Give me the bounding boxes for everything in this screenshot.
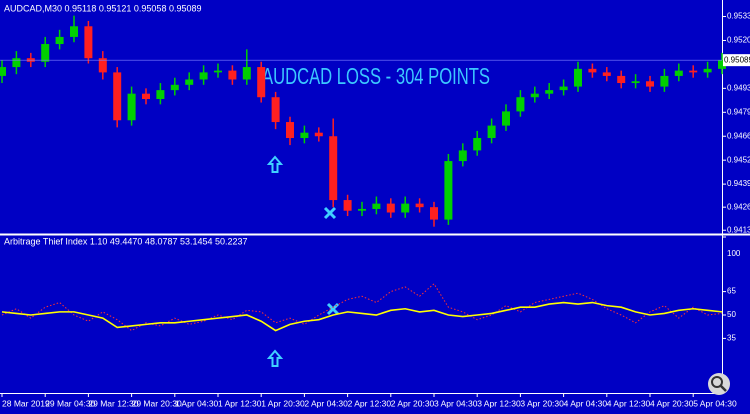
candle-body: [473, 138, 482, 151]
zoom-lens: [711, 376, 723, 388]
candle-body: [674, 70, 683, 76]
candle-body: [257, 67, 266, 98]
candle-body: [430, 207, 438, 220]
x-tick-label: 29 Mar 04:30: [45, 398, 95, 408]
candle-body: [372, 203, 381, 209]
current-price-box: [723, 54, 750, 67]
x-tick-label: 28 Mar 2019: [2, 398, 50, 408]
indicator-line: [1, 301, 723, 332]
candle-body: [530, 93, 539, 98]
annotation: AUDCAD LOSS - 304 POINTS: [262, 63, 490, 89]
candle-body: [12, 58, 21, 68]
x-tick-label: 3 Apr 12:30: [477, 398, 521, 408]
candle-body: [631, 81, 640, 84]
candle-body: [271, 97, 280, 123]
cross-marker: [323, 206, 337, 220]
y-tick-label: 0.94795: [727, 107, 750, 116]
candle-body: [458, 150, 467, 162]
x-tick-label: 4 Apr 20:30: [650, 398, 694, 408]
candle-body: [55, 36, 64, 45]
x-tick-label: 1 Apr 12:30: [218, 398, 262, 408]
zoom-icon: [708, 373, 730, 395]
candle-body: [358, 208, 366, 211]
candle-body: [559, 86, 568, 91]
candle-body: [487, 125, 496, 139]
candle-body: [228, 70, 237, 80]
candle-body: [156, 90, 165, 99]
indicator-line: [1, 283, 723, 332]
candle-body: [127, 93, 136, 121]
candle-body: [703, 68, 712, 73]
candle-body: [84, 26, 93, 59]
zoom-handle: [720, 385, 727, 392]
x-tick-label: 4 Apr 04:30: [564, 398, 608, 408]
arrow-up: [266, 349, 284, 367]
candle-body: [343, 200, 352, 211]
x-tick-label: 3 Apr 04:30: [434, 398, 478, 408]
y-tick-label: 0.94525: [727, 155, 750, 164]
candle-body: [588, 68, 597, 73]
candle-body: [602, 72, 611, 76]
x-tick-label: 2 Apr 04:30: [304, 398, 348, 408]
candle-body: [199, 72, 208, 80]
x-tick-label: 4 Apr 12:30: [607, 398, 651, 408]
x-tick-label: 1 Apr 04:30: [175, 398, 219, 408]
candle-body: [574, 68, 582, 87]
x-tick-label: 2 Apr 20:30: [391, 398, 435, 408]
candle-body: [214, 70, 222, 73]
candle-body: [185, 79, 194, 85]
candle-body: [170, 84, 179, 91]
candle-body: [329, 136, 338, 201]
candle-body: [689, 70, 698, 73]
candle-body: [617, 75, 626, 84]
candle-body: [142, 93, 150, 99]
candle-body: [286, 122, 294, 139]
x-tick-label: 1 Apr 20:30: [261, 398, 305, 408]
y-tick-label: 65: [727, 287, 736, 296]
candle-body: [415, 203, 424, 208]
x-tick-label: 5 Apr 04:30: [693, 398, 737, 408]
x-tick-label: 29 Mar 20:30: [132, 398, 182, 408]
candle-body: [41, 44, 50, 62]
candle-body: [98, 58, 107, 73]
indicator-title: Arbitrage Thief Index 1.10 49.4470 48.07…: [4, 236, 248, 246]
candle-body: [444, 161, 453, 220]
y-tick-label: 35: [727, 334, 736, 343]
y-tick-label: 0.95335: [727, 12, 750, 21]
candle-body: [502, 111, 510, 126]
candle-body: [0, 67, 6, 76]
candle-body: [113, 72, 122, 121]
current-price-label: 0.95089: [724, 55, 750, 64]
x-tick-label: 2 Apr 12:30: [348, 398, 392, 408]
y-tick-label: 50: [727, 310, 736, 319]
x-tick-label: 3 Apr 20:30: [520, 398, 564, 408]
zoom-bg: [708, 373, 730, 395]
y-tick-label: 100: [727, 249, 741, 258]
candle-body: [660, 75, 669, 87]
main-title: AUDCAD,M30 0.95118 0.95121 0.95058 0.950…: [4, 3, 201, 13]
candle-body: [545, 90, 554, 94]
candle-body: [300, 132, 309, 139]
candle-body: [314, 132, 323, 137]
candle-body: [718, 59, 726, 69]
candle-body: [70, 26, 78, 37]
candle-body: [516, 97, 525, 112]
candle-body: [401, 203, 410, 213]
candle-body: [646, 81, 654, 87]
candle-body: [242, 67, 251, 80]
arrow-up: [266, 155, 284, 173]
x-tick-label: 29 Mar 12:30: [88, 398, 138, 408]
candle-body: [386, 203, 395, 213]
